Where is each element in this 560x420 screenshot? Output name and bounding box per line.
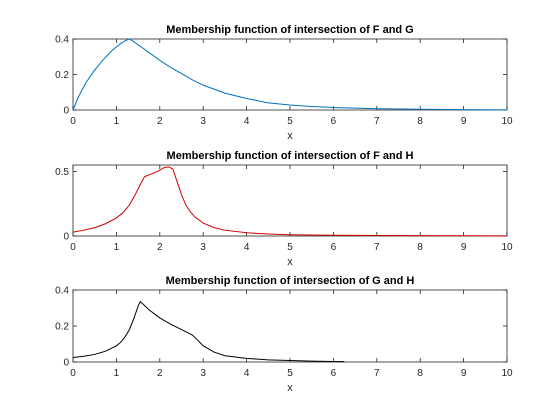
chart-title: Membership function of intersection of F… (166, 24, 414, 36)
x-tick-label: 6 (331, 242, 337, 253)
y-tick-label: 0.5 (55, 167, 69, 178)
x-tick-label: 10 (501, 242, 513, 253)
y-tick-label: 0 (63, 358, 69, 369)
chart-title: Membership function of intersection of G… (166, 275, 415, 287)
x-tick-label: 9 (461, 116, 467, 127)
x-tick-label: 5 (287, 116, 293, 127)
x-tick-label: 7 (374, 368, 380, 379)
x-tick-label: 1 (114, 368, 120, 379)
x-tick-label: 3 (200, 242, 206, 253)
x-tick-label: 3 (200, 368, 206, 379)
x-axis-label: x (287, 256, 293, 268)
x-tick-label: 10 (501, 116, 513, 127)
axes-box (72, 38, 508, 111)
x-tick-label: 1 (114, 116, 120, 127)
axes-box (72, 164, 508, 237)
x-tick-label: 9 (461, 368, 467, 379)
subplot-2: 0 1 2 3 4 5 6 7 8 9 10 0 0.5 Membership function of i… (55, 150, 513, 268)
x-tick-label: 2 (157, 242, 163, 253)
x-tick-label: 3 (200, 116, 206, 127)
x-tick-label: 0 (70, 242, 76, 253)
x-tick-label: 8 (417, 242, 423, 253)
x-tick-label: 7 (374, 242, 380, 253)
x-tick-label: 4 (244, 242, 250, 253)
x-tick-label: 8 (417, 368, 423, 379)
chart-title: Membership function of intersection of F… (167, 150, 414, 162)
y-tick-label: 0 (63, 106, 69, 117)
x-tick-label: 10 (501, 368, 513, 379)
subplot-3: 0 1 2 3 4 5 6 7 8 9 10 0 0.2 0.4 Membership function o… (55, 275, 513, 394)
x-axis-label: x (287, 382, 293, 394)
y-tick-label: 0.2 (55, 322, 69, 333)
x-tick-label: 4 (244, 116, 250, 127)
y-tick-label: 0.4 (55, 286, 69, 297)
x-tick-label: 6 (331, 116, 337, 127)
x-tick-label: 0 (70, 116, 76, 127)
x-tick-label: 0 (70, 368, 76, 379)
x-tick-label: 7 (374, 116, 380, 127)
x-tick-label: 8 (417, 116, 423, 127)
series-line-1 (72, 38, 508, 111)
x-tick-label: 5 (287, 368, 293, 379)
subplot-1: 0 1 2 3 4 5 6 7 8 9 10 0 0.2 0.4 Membership function o… (55, 24, 513, 142)
x-tick-label: 2 (157, 368, 163, 379)
y-tick-label: 0.4 (55, 35, 69, 46)
series-line-1 (72, 166, 508, 237)
axes-box (72, 289, 508, 363)
x-tick-label: 6 (331, 368, 337, 379)
x-tick-label: 1 (114, 242, 120, 253)
series-line-1 (72, 300, 345, 363)
x-axis-label: x (287, 130, 293, 142)
x-tick-label: 4 (244, 368, 250, 379)
x-tick-label: 2 (157, 116, 163, 127)
y-tick-label: 0.2 (55, 70, 69, 81)
y-tick-label: 0 (63, 232, 69, 243)
x-tick-label: 5 (287, 242, 293, 253)
x-tick-label: 9 (461, 242, 467, 253)
